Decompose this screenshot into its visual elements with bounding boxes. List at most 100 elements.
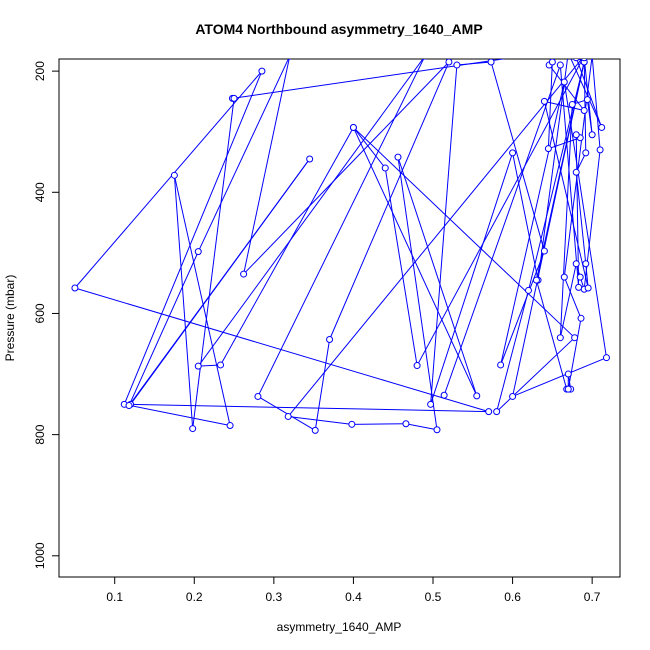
series-segment: [173, 175, 231, 426]
data-point: [423, 59, 427, 60]
series-segment: [543, 101, 589, 289]
data-point: [487, 59, 495, 66]
data-point: [509, 392, 517, 400]
series-segment: [287, 59, 583, 417]
x-tick-label: 0.6: [504, 590, 521, 604]
series-segment: [567, 318, 582, 390]
y-tick-label: 400: [33, 182, 47, 202]
series-segment: [583, 59, 587, 153]
data-point: [572, 59, 580, 62]
data-point: [349, 123, 357, 131]
x-tick-label: 0.3: [266, 590, 283, 604]
data-point: [541, 50, 547, 56]
data-point: [590, 59, 594, 60]
series-segment: [192, 98, 235, 429]
data-point: [524, 286, 532, 294]
data-point: [194, 248, 202, 256]
data-point: [598, 123, 606, 131]
series-segment: [232, 59, 507, 99]
data-point: [509, 149, 517, 157]
series-segment: [405, 423, 438, 431]
series-segment: [128, 251, 199, 406]
series-segment: [74, 70, 263, 289]
series-segment: [352, 127, 478, 397]
data-point: [189, 425, 197, 433]
data-point: [576, 273, 584, 281]
data-point: [572, 131, 580, 139]
data-point: [311, 426, 319, 434]
x-tick-label: 0.7: [584, 590, 601, 604]
data-point: [602, 354, 610, 362]
data-point: [240, 270, 248, 278]
series-segment: [585, 263, 589, 289]
data-point: [381, 164, 389, 172]
data-point: [485, 408, 493, 416]
data-point: [584, 284, 592, 292]
series-segment: [243, 61, 450, 275]
series-segment: [353, 127, 575, 339]
data-point: [582, 260, 590, 268]
y-tick-label: 800: [33, 424, 47, 444]
data-point: [326, 336, 334, 344]
data-point: [230, 94, 238, 102]
data-point: [532, 276, 540, 284]
series-segment: [528, 61, 585, 291]
series-segment: [490, 61, 545, 252]
series-segment: [220, 127, 354, 366]
y-axis: 200 400 600 800 1000: [33, 61, 59, 569]
series-segment: [563, 276, 582, 319]
series-segment: [559, 65, 580, 288]
data-point: [560, 273, 568, 281]
series-segment: [575, 172, 587, 264]
y-axis-label: Pressure (mbar): [3, 275, 17, 362]
series-segment: [430, 152, 514, 405]
data-point: [394, 153, 402, 161]
data-point: [544, 145, 552, 153]
series-segment: [197, 59, 289, 252]
series-segment: [197, 59, 424, 367]
series-segment: [575, 152, 587, 173]
series-segment: [128, 158, 311, 406]
data-point: [588, 131, 596, 139]
x-axis-label: asymmetry_1640_AMP: [277, 620, 402, 634]
y-tick-label: 600: [33, 303, 47, 323]
data-point: [575, 283, 583, 291]
data-point: [288, 59, 292, 60]
data-point: [568, 100, 576, 108]
series-segment: [496, 337, 575, 412]
data-point: [473, 392, 481, 400]
data-point: [497, 361, 505, 369]
data-point: [548, 59, 556, 66]
series-segment: [512, 152, 539, 281]
y-tick-label: 200: [33, 61, 47, 81]
x-tick-label: 0.2: [186, 590, 203, 604]
series-segment: [430, 65, 458, 405]
data-point: [583, 96, 591, 104]
data-point: [564, 385, 572, 393]
series-segment: [544, 100, 585, 111]
data-point: [427, 400, 435, 408]
data-point: [580, 59, 588, 62]
series-segment: [198, 364, 221, 367]
plot-frame: [58, 58, 621, 578]
data-point: [564, 370, 572, 378]
data-point: [433, 426, 441, 434]
data-point: [445, 59, 453, 66]
data-point: [194, 362, 202, 370]
data-point: [577, 314, 585, 322]
x-axis: 0.1 0.2 0.3 0.4 0.5 0.6 0.7: [106, 577, 601, 604]
series-segment: [329, 61, 450, 340]
series-segment: [384, 167, 418, 366]
series-segment: [500, 81, 565, 366]
data-point: [582, 59, 586, 60]
data-point: [71, 284, 79, 292]
series-segment: [548, 64, 585, 111]
series-segment: [397, 156, 478, 397]
series-segment: [512, 357, 607, 397]
data-point: [540, 97, 548, 105]
series-segment: [548, 137, 581, 150]
series-segment: [124, 403, 231, 427]
series-segment: [547, 62, 553, 149]
data-point: [571, 334, 579, 342]
series-segment: [496, 290, 529, 412]
